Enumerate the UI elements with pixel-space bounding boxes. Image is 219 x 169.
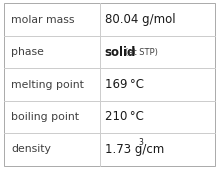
Text: phase: phase	[11, 47, 44, 57]
Text: melting point: melting point	[11, 79, 84, 90]
Text: 210 °C: 210 °C	[105, 111, 143, 123]
Text: density: density	[11, 144, 51, 154]
Text: 1.73 g/cm: 1.73 g/cm	[105, 143, 164, 156]
Text: (at STP): (at STP)	[125, 47, 158, 57]
Text: 3: 3	[139, 138, 143, 147]
Text: solid: solid	[105, 46, 136, 58]
Text: molar mass: molar mass	[11, 15, 74, 25]
Text: boiling point: boiling point	[11, 112, 79, 122]
Text: 169 °C: 169 °C	[105, 78, 144, 91]
Text: 80.04 g/mol: 80.04 g/mol	[105, 13, 175, 26]
